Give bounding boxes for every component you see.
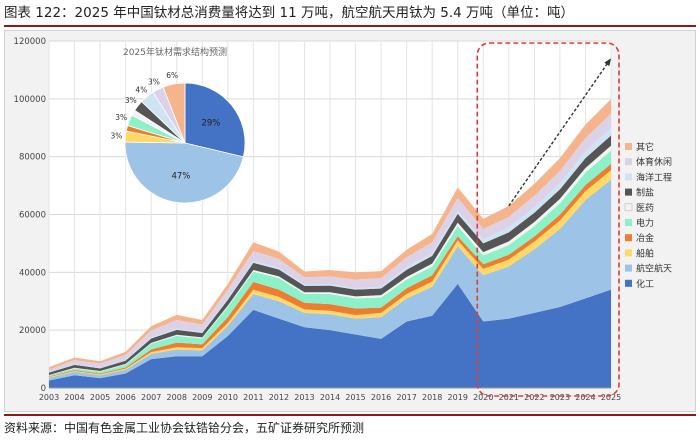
legend-swatch xyxy=(624,203,633,212)
y-tick-label: 120000 xyxy=(14,37,46,47)
x-tick-label: 2014 xyxy=(320,393,340,402)
legend-label: 海洋工程 xyxy=(636,171,672,183)
legend-label: 船舶 xyxy=(636,247,654,259)
pie-slice-其它 xyxy=(162,82,186,144)
legend-label: 制盐 xyxy=(636,187,654,199)
legend-label: 其它 xyxy=(636,141,654,153)
x-tick-label: 2017 xyxy=(396,393,416,402)
pie-label: 4% xyxy=(135,86,147,95)
legend-swatch xyxy=(625,249,632,257)
y-tick-label: 40000 xyxy=(19,268,46,278)
x-tick-label: 2008 xyxy=(167,393,187,402)
x-tick-label: 2009 xyxy=(192,393,212,402)
y-tick-label: 20000 xyxy=(19,326,46,336)
chart-frame: 0 20000 40000 60000 80000 100000 120000 2003 200… xyxy=(4,30,696,412)
x-tick-label: 2005 xyxy=(90,393,110,402)
y-tick-label: 60000 xyxy=(19,211,46,221)
legend-swatch xyxy=(625,219,632,226)
pie-slice-航空航天 xyxy=(124,141,244,204)
legend-label: 医药 xyxy=(636,203,654,214)
x-tick-label: 2007 xyxy=(141,393,161,402)
area-series-化工 xyxy=(49,283,611,388)
x-tick-label: 2020 xyxy=(473,393,493,402)
legend-swatch xyxy=(625,188,632,196)
source-rule xyxy=(4,414,696,416)
x-tick-label: 2015 xyxy=(345,393,365,402)
x-tick-label: 2025 xyxy=(601,393,621,402)
x-tick-label: 2013 xyxy=(294,393,314,402)
pie-slice-化工 xyxy=(184,82,246,158)
x-tick-label: 2012 xyxy=(269,393,289,402)
y-tick-label: 80000 xyxy=(19,153,46,163)
pie-label: 3% xyxy=(115,113,127,122)
y-tick-label: 100000 xyxy=(14,95,46,105)
legend-swatch xyxy=(625,158,632,166)
pie-label: 6% xyxy=(166,71,178,80)
pie-title: 2025年钛材需求结构预测 xyxy=(123,46,227,58)
pie-label: 3% xyxy=(148,77,160,86)
legend-swatch xyxy=(625,234,632,242)
x-tick-label: 2011 xyxy=(243,393,263,402)
pie-label: 3% xyxy=(110,132,122,141)
trend-arrow-head xyxy=(604,58,611,67)
forecast-highlight-box xyxy=(476,42,620,397)
x-tick-label: 2023 xyxy=(550,393,570,402)
x-tick-label: 2022 xyxy=(524,393,544,402)
area-chart: 0 20000 40000 60000 80000 100000 120000 2003 200… xyxy=(14,37,672,402)
x-tick-label: 2003 xyxy=(39,393,59,402)
x-tick-label: 2018 xyxy=(422,393,442,402)
legend-label: 电力 xyxy=(636,217,654,229)
legend-label: 化工 xyxy=(636,278,654,290)
pie-label: 47% xyxy=(171,172,190,182)
figure-caption: 图表 122：2025 年中国钛材总消费量将达到 11 万吨，航空航天用钛为 5… xyxy=(4,5,575,21)
x-tick-label: 2021 xyxy=(499,393,519,402)
legend-swatch xyxy=(625,264,632,272)
x-tick-label: 2016 xyxy=(371,393,391,402)
pie-label: 3% xyxy=(125,96,137,105)
area-series-航空航天 xyxy=(49,179,611,381)
legend-swatch xyxy=(625,173,632,181)
y-tick-label: 0 xyxy=(41,384,46,394)
legend-swatch xyxy=(625,143,632,150)
x-tick-label: 2006 xyxy=(115,393,135,402)
caption-rule xyxy=(4,25,696,27)
source-note: 资料来源：中国有色金属工业协会钛锆铪分会，五矿证券研究所预测 xyxy=(4,421,365,435)
pie-label: 29% xyxy=(201,119,220,129)
legend-swatch xyxy=(625,279,632,287)
x-tick-label: 2019 xyxy=(448,393,468,402)
legend-label: 体育休闲 xyxy=(636,156,672,168)
legend-label: 冶金 xyxy=(636,232,654,244)
x-tick-label: 2004 xyxy=(64,393,84,402)
x-tick-label: 2024 xyxy=(575,393,595,402)
legend-label: 航空航天 xyxy=(636,263,672,275)
x-tick-label: 2010 xyxy=(218,393,238,402)
